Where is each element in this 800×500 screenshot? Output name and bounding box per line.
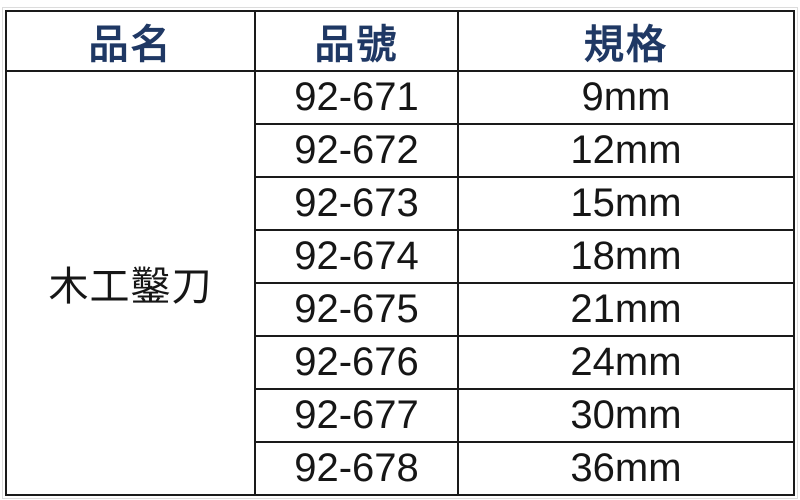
spec-cell: 24mm [457, 335, 795, 390]
product-name-cell: 木工鑿刀 [5, 70, 256, 496]
item-no-cell: 92-671 [254, 70, 459, 125]
product-spec-table: 品名 品號 規格 木工鑿刀 92-671 9mm 92-672 12mm 92-… [2, 7, 798, 499]
item-no-cell: 92-677 [254, 388, 459, 443]
table-row: 92-675 21mm [6, 282, 795, 337]
item-no-cell: 92-675 [254, 282, 459, 337]
table-row: 92-676 24mm [6, 335, 795, 390]
spec-cell: 30mm [457, 388, 795, 443]
table-row: 木工鑿刀 92-671 9mm [5, 70, 795, 496]
header-row: 品名 品號 規格 [5, 10, 795, 72]
item-no-cell: 92-678 [254, 441, 459, 496]
spec-cell: 36mm [457, 441, 795, 496]
col-header-spec: 規格 [457, 10, 795, 72]
col-header-item-no: 品號 [254, 10, 459, 72]
item-no-cell: 92-673 [254, 176, 459, 231]
spec-cell: 18mm [457, 229, 795, 284]
table-row: 92-674 18mm [6, 229, 795, 284]
spec-cell: 9mm [457, 70, 795, 125]
item-no-cell: 92-676 [254, 335, 459, 390]
spec-cell: 12mm [457, 123, 795, 178]
table-row: 92-672 12mm [6, 123, 795, 178]
item-no-cell: 92-672 [254, 123, 459, 178]
table-row: 92-673 15mm [6, 176, 795, 231]
spec-cell: 15mm [457, 176, 795, 231]
spec-cell: 21mm [457, 282, 795, 337]
table-row: 92-678 36mm [6, 441, 795, 496]
table-row: 92-677 30mm [6, 388, 795, 443]
item-no-cell: 92-674 [254, 229, 459, 284]
col-header-product-name: 品名 [5, 10, 256, 72]
